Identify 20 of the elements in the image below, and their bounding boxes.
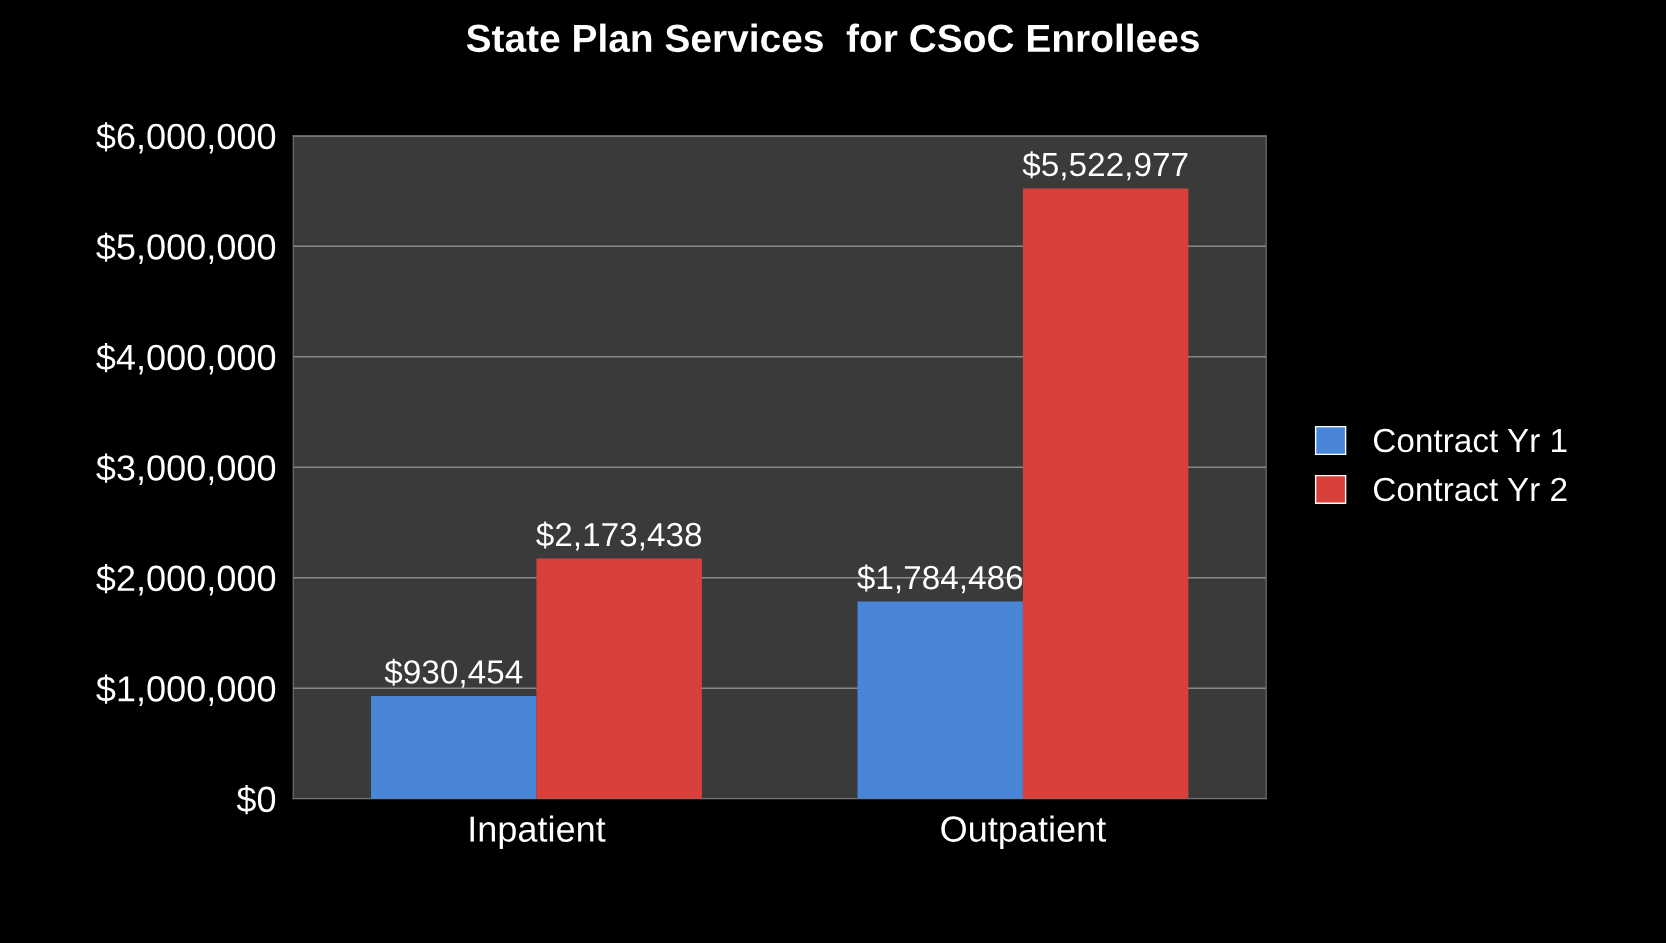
- x-tick-label: Inpatient: [470, 815, 606, 850]
- y-tick-label: $5,000,000: [96, 232, 276, 264]
- x-tick-label: Outpatient: [941, 815, 1106, 850]
- chart-title: State Plan Services for CSoC Enrollees: [466, 23, 1199, 53]
- y-tick-label: $2,000,000: [96, 564, 276, 596]
- bar: [1022, 188, 1189, 799]
- y-tick-label: $3,000,000: [96, 453, 276, 485]
- data-label: $5,522,977: [1022, 151, 1188, 181]
- data-label: $930,454: [384, 658, 523, 688]
- y-tick-label: $6,000,000: [96, 122, 276, 154]
- legend-label: Contract Yr 1: [1373, 428, 1567, 453]
- y-tick-label: $4,000,000: [96, 343, 276, 375]
- y-tick-label: $0: [236, 785, 276, 815]
- bar: [536, 558, 702, 799]
- data-label: $1,784,486: [857, 564, 1023, 594]
- bar: [371, 695, 537, 799]
- legend-label: Contract Yr 2: [1373, 477, 1567, 502]
- bar: [857, 601, 1023, 799]
- data-label: $2,173,438: [536, 521, 702, 551]
- y-tick-label: $1,000,000: [96, 674, 276, 706]
